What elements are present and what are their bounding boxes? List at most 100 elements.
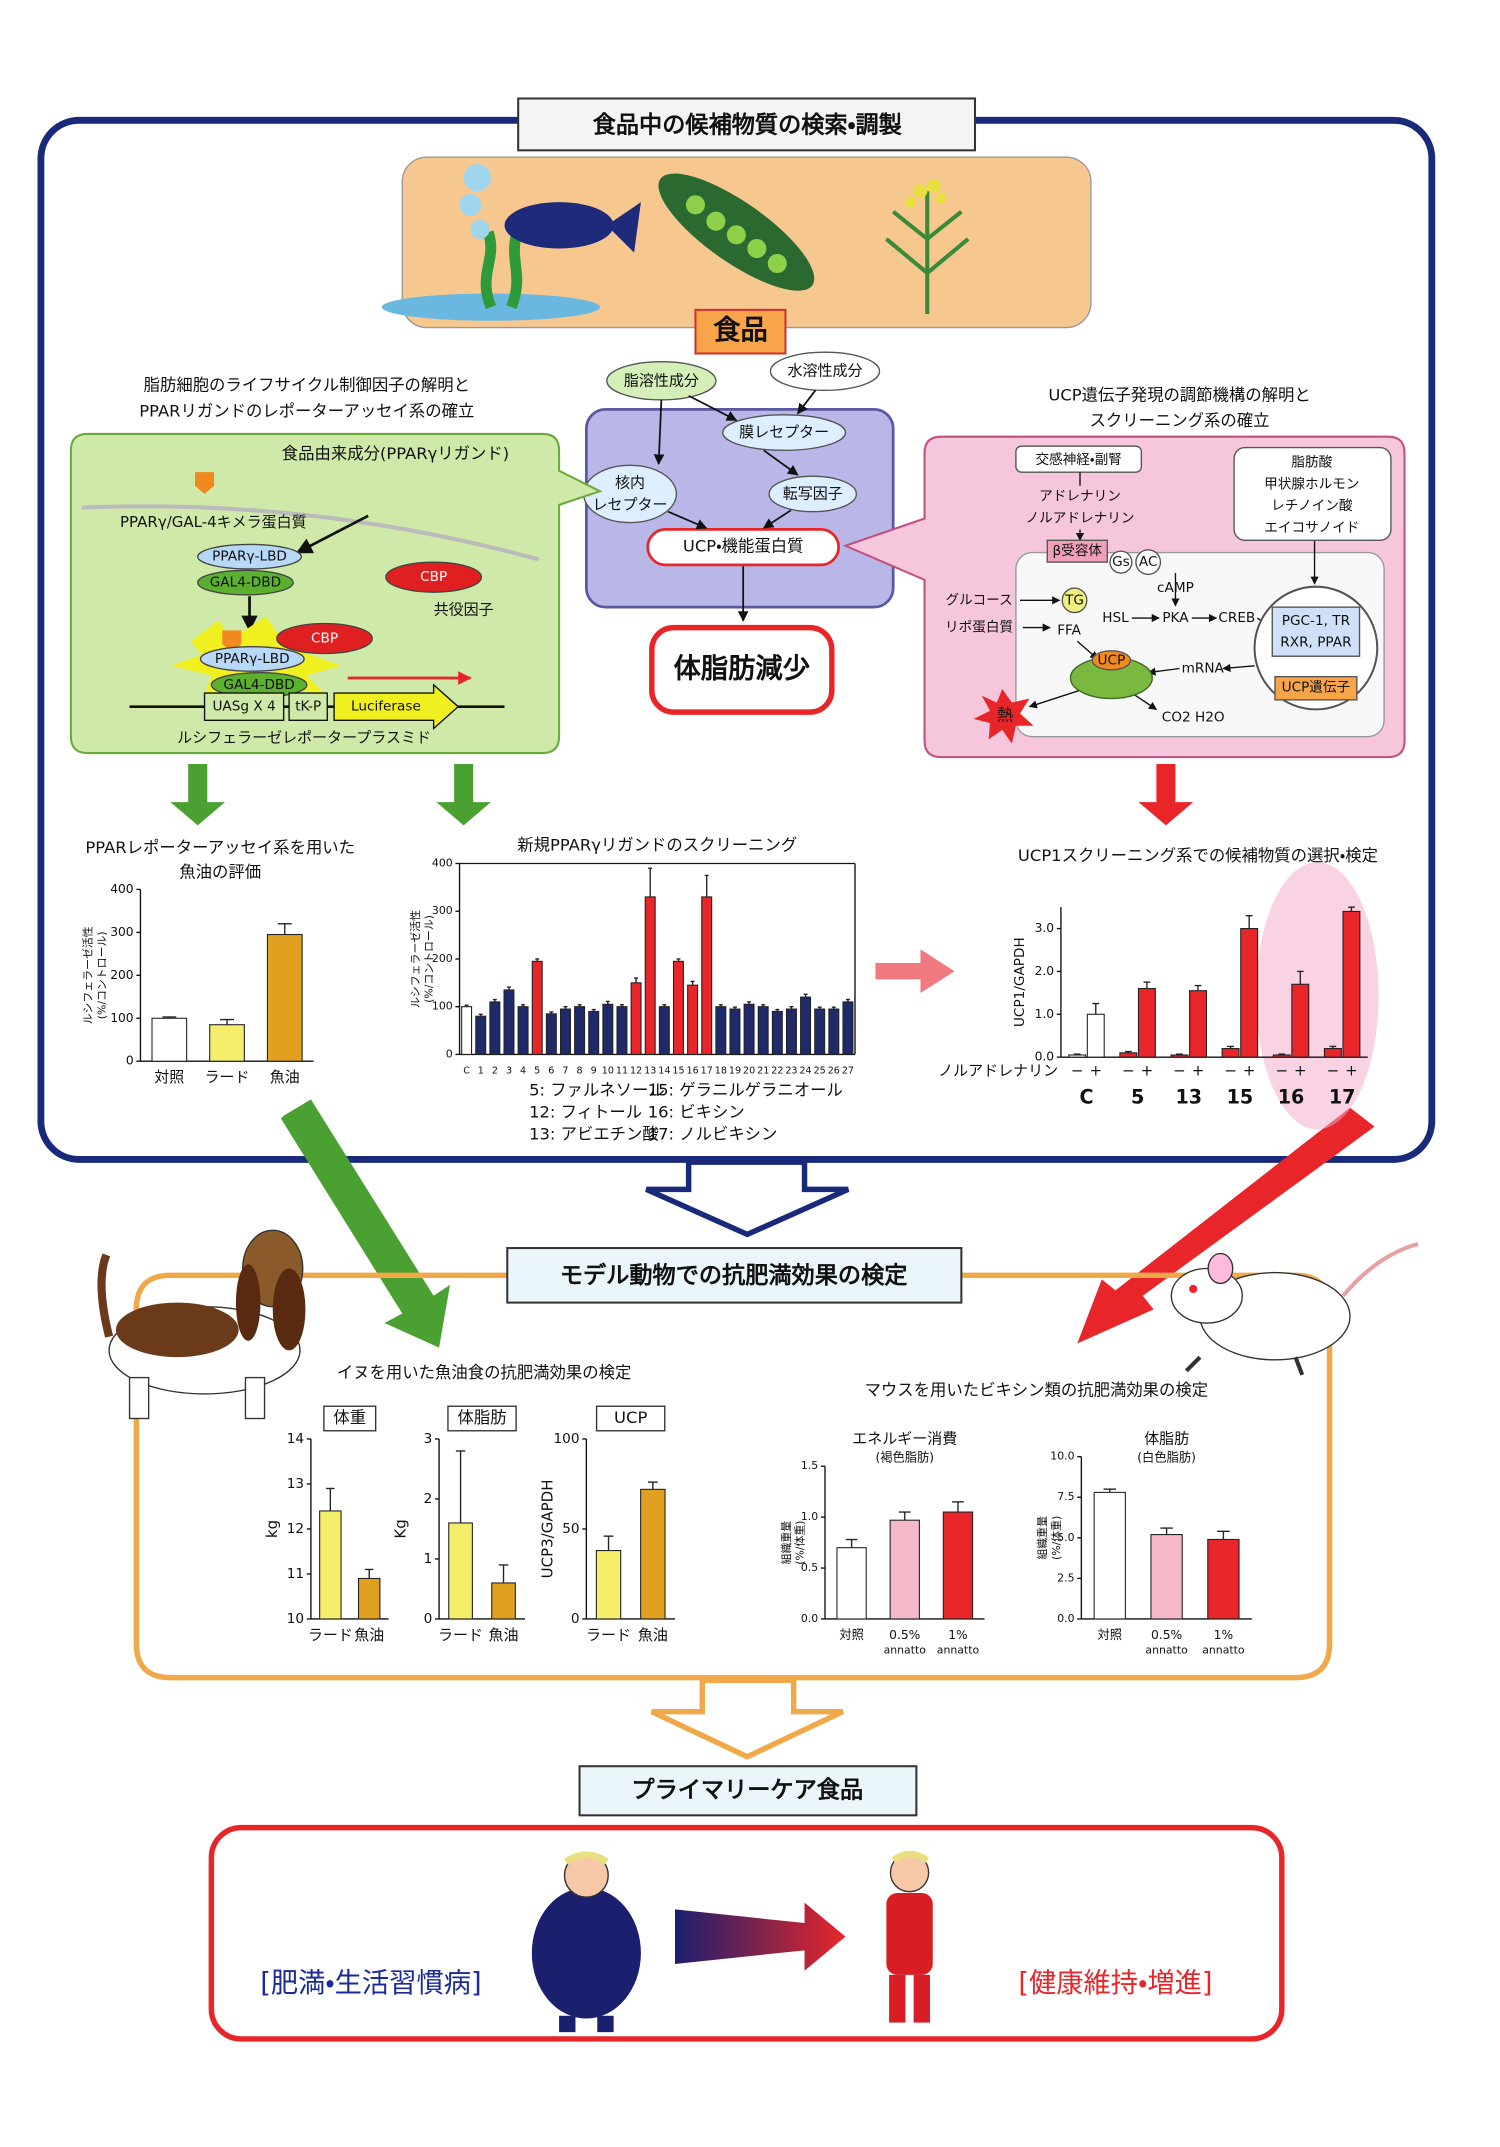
x-tick-label: C	[463, 1065, 470, 1076]
label: mRNA	[1182, 661, 1225, 677]
x-tick-label: 魚油	[270, 1068, 300, 1086]
bar	[814, 1008, 826, 1055]
y-tick-label: 1.0	[801, 1510, 818, 1523]
bar	[1323, 1048, 1342, 1058]
group-label: 13	[1175, 1086, 1202, 1109]
y-axis-label: (%/コントロール)	[95, 931, 108, 1019]
x-tick-label: 魚油	[354, 1626, 384, 1644]
label: Gs	[1112, 554, 1130, 570]
group-label: C	[1079, 1086, 1093, 1109]
x-tick-label: 17	[701, 1065, 713, 1076]
person-after	[886, 1850, 933, 2023]
before-label: [肥満・生活習慣病]	[260, 1968, 481, 1999]
bar	[1150, 1534, 1183, 1620]
mouse-illustration	[1170, 1241, 1419, 1376]
x-tick-label: 18	[715, 1065, 727, 1076]
x-tick-label: 19	[729, 1065, 741, 1076]
y-tick-label: 3	[424, 1431, 433, 1447]
bar	[1207, 1538, 1240, 1620]
bar	[1086, 1013, 1105, 1058]
node-label: 水溶性成分	[787, 362, 862, 380]
bar	[1170, 1054, 1189, 1058]
y-tick-label: 400	[432, 857, 453, 870]
result-box	[649, 624, 835, 715]
y-axis-label: 組織重量	[779, 1521, 793, 1565]
node	[1109, 550, 1133, 574]
dog-illustration	[97, 1229, 306, 1420]
y-tick-label: 200	[110, 968, 133, 982]
bar	[701, 896, 713, 1055]
x-tick-label: 13	[644, 1065, 656, 1076]
y-tick-label: 13	[287, 1476, 304, 1492]
title-box	[517, 97, 977, 152]
food-label-box	[694, 308, 787, 355]
label: PGC-1, TR	[1282, 613, 1351, 629]
y-axis-label: (%/体重)	[792, 1520, 806, 1564]
x-tick-label: 1	[478, 1065, 484, 1076]
label: 食品由来成分(PPARγリガンド)	[282, 444, 509, 463]
y-tick-label: 0	[571, 1611, 580, 1627]
bar	[151, 1017, 188, 1062]
y-tick-label: 400	[110, 882, 133, 896]
label: CO2 H2O	[1162, 710, 1225, 726]
protein	[199, 646, 305, 672]
y-tick-label: 2.5	[1057, 1571, 1074, 1584]
bar	[588, 1010, 600, 1055]
arrows	[653, 389, 817, 622]
x-tick-label: 7	[562, 1065, 568, 1076]
flow-arrow	[650, 1677, 844, 1760]
label: PPARγ/GAL-4キメラ蛋白質	[120, 513, 307, 531]
bar	[1137, 988, 1156, 1058]
bar	[757, 1006, 769, 1055]
x-tick-label: 0.5%	[889, 1628, 920, 1642]
bar	[640, 1488, 666, 1620]
protein	[385, 561, 483, 593]
bar	[475, 1015, 487, 1055]
x-tick-label: 22	[771, 1065, 783, 1076]
y-tick-label: 100	[432, 1000, 453, 1013]
group-label: 16	[1278, 1086, 1305, 1109]
x-row-label: ノルアドレナリン	[938, 1061, 1058, 1079]
x-tick-label: 27	[842, 1065, 854, 1076]
x-tick-label: 0.5%	[1151, 1628, 1182, 1642]
y-tick-label: 14	[287, 1431, 304, 1447]
legend-item: 13: アビエチン酸	[529, 1124, 659, 1143]
x-tick-label: 9	[591, 1065, 597, 1076]
y-axis-label: 組織重量	[1035, 1516, 1049, 1560]
label: レチノイン酸	[1271, 498, 1353, 514]
y-tick-label: 5.0	[1057, 1531, 1074, 1544]
x-tick-label: 1%	[1214, 1628, 1233, 1642]
person-before	[531, 1851, 641, 2033]
x-tick-label: −	[1224, 1061, 1237, 1079]
dna-element	[203, 692, 285, 721]
node	[646, 528, 840, 567]
y-axis-label: ルシフェラーゼ活性	[408, 910, 422, 1008]
label: CBP	[311, 631, 338, 647]
y-tick-label: 11	[287, 1566, 304, 1582]
bar	[687, 984, 699, 1055]
legend-item: 12: フィトール	[529, 1103, 642, 1122]
y-tick-label: 50	[562, 1521, 579, 1537]
x-tick-label: 14	[658, 1065, 670, 1076]
bar	[559, 1008, 571, 1055]
bar	[448, 1522, 473, 1620]
y-axis-label: UCP1/GAPDH	[1012, 937, 1028, 1027]
title-box	[447, 1405, 517, 1432]
node	[1091, 650, 1132, 671]
label: β受容体	[1052, 542, 1102, 559]
y-tick-label: 0.0	[1035, 1050, 1055, 1064]
x-tick-label: 24	[799, 1065, 811, 1076]
label: グルコース	[946, 592, 1013, 608]
label: ルシフェラーゼレポータープラスミド	[177, 729, 431, 747]
label: UASg X 4	[212, 699, 275, 715]
ligand-icon	[195, 472, 215, 494]
node-label: UCP・機能蛋白質	[683, 537, 804, 556]
label: 熱	[997, 706, 1013, 725]
y-tick-label: 1.0	[1035, 1007, 1055, 1021]
x-tick-label: 4	[520, 1065, 526, 1076]
x-tick-label: −	[1173, 1061, 1186, 1079]
label: GAL4-DBD	[223, 677, 294, 693]
x-tick-label: +	[1141, 1061, 1154, 1079]
label: 交感神経・副腎	[1035, 451, 1121, 468]
x-tick-label: 23	[785, 1065, 797, 1076]
